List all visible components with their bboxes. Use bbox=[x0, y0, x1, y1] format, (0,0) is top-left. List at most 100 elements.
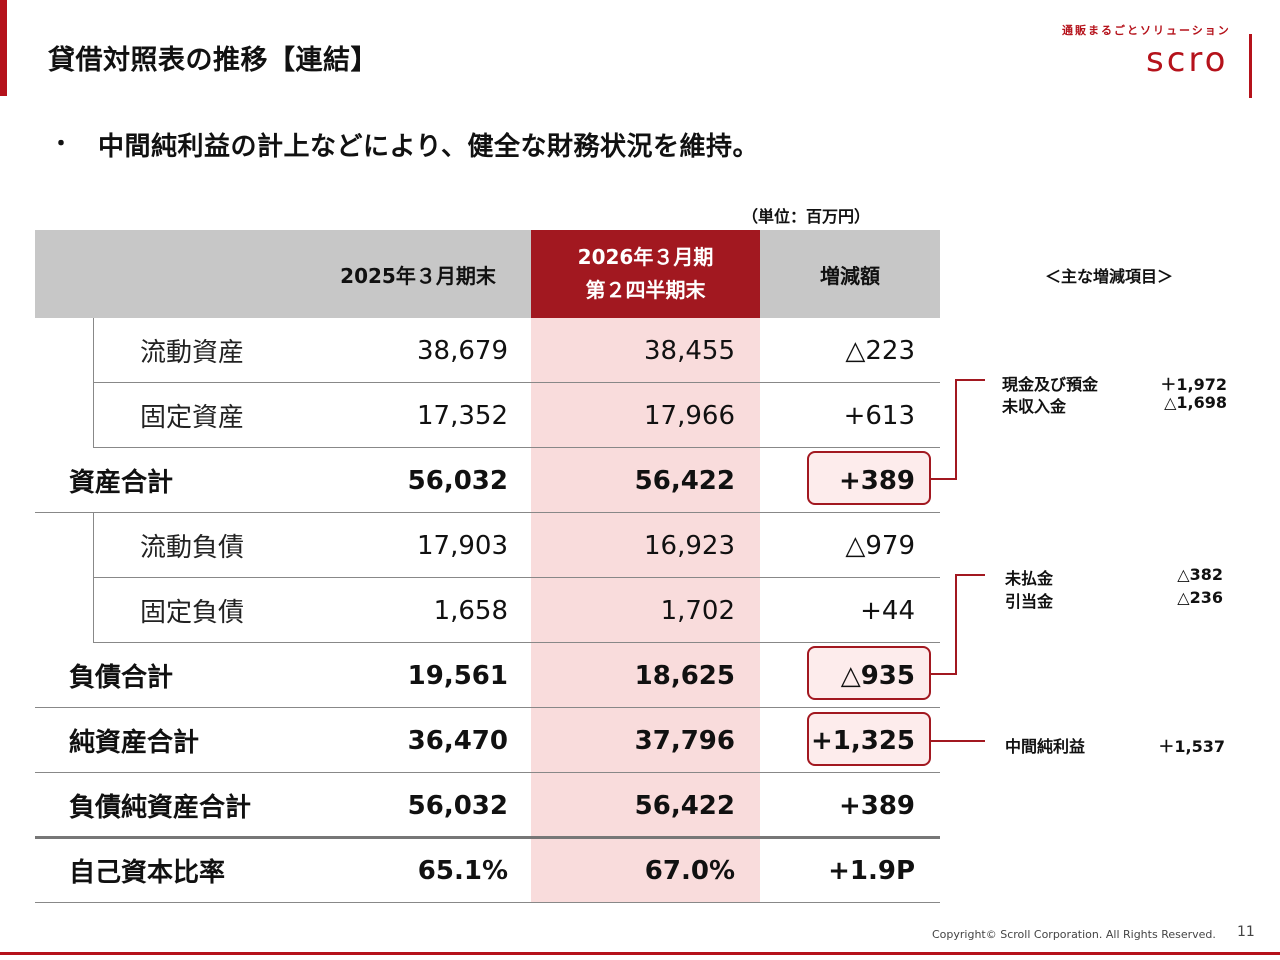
table-bottom-line bbox=[35, 902, 940, 903]
note-item-label: 未払金 bbox=[1005, 569, 1054, 588]
table-row-total-liabilities: 負債合計 19,561 18,625 △935 bbox=[35, 643, 940, 708]
copyright: Copyright© Scroll Corporation. All Right… bbox=[932, 928, 1216, 941]
row-label: 流動資産 bbox=[140, 338, 245, 368]
row-divider bbox=[93, 642, 940, 643]
header-change: 増減額 bbox=[760, 230, 940, 318]
row-change-value: +1,325 bbox=[810, 725, 915, 756]
row-change-value: △935 bbox=[840, 660, 915, 691]
header-prior-label: 2025年３月期末 bbox=[340, 263, 496, 288]
row-prior-value: 17,352 bbox=[417, 400, 508, 431]
header-change-label: 増減額 bbox=[820, 263, 880, 288]
row-divider bbox=[93, 577, 940, 578]
logo-tagline: 通販まるごとソリューション bbox=[1062, 24, 1231, 37]
note-item: 中間純利益 ＋1,537 bbox=[1005, 733, 1225, 756]
table-row: 流動資産 38,679 38,455 △223 bbox=[35, 318, 940, 383]
note-item-value: △382 bbox=[1177, 565, 1223, 584]
note-item: 現金及び預金 ＋1,972 bbox=[1002, 371, 1227, 394]
bullet-mark: ・ bbox=[50, 132, 73, 157]
note-item-value: ＋1,972 bbox=[1160, 375, 1227, 394]
connector-liabilities bbox=[930, 673, 957, 675]
note-item-label: 現金及び預金 bbox=[1002, 375, 1099, 394]
row-label: 純資産合計 bbox=[69, 728, 200, 758]
header-current-line2: 第２四半期末 bbox=[585, 278, 706, 302]
row-change-value: +44 bbox=[860, 595, 915, 626]
note-item-label: 未収入金 bbox=[1002, 397, 1067, 416]
row-prior-value: 19,561 bbox=[407, 660, 508, 691]
row-prior-value: 56,032 bbox=[407, 465, 508, 496]
row-current-value: 17,966 bbox=[644, 400, 735, 431]
row-change-value: +613 bbox=[843, 400, 915, 431]
note-item-value: △1,698 bbox=[1164, 393, 1227, 412]
current-period-header-bg bbox=[531, 230, 760, 318]
row-divider bbox=[35, 512, 940, 513]
note-item-value: △236 bbox=[1177, 588, 1223, 607]
logo: scro bbox=[1146, 40, 1229, 80]
row-current-value: 56,422 bbox=[634, 790, 735, 821]
row-divider bbox=[93, 382, 940, 383]
row-change-value: △223 bbox=[845, 335, 915, 366]
row-label: 資産合計 bbox=[69, 468, 174, 498]
row-prior-value: 38,679 bbox=[417, 335, 508, 366]
row-label: 負債純資産合計 bbox=[69, 793, 252, 823]
table-row: 固定負債 1,658 1,702 +44 bbox=[35, 578, 940, 643]
row-current-value: 56,422 bbox=[634, 465, 735, 496]
row-label: 流動負債 bbox=[140, 533, 245, 563]
row-current-value: 18,625 bbox=[634, 660, 735, 691]
note-item: 未払金 △382 bbox=[1005, 565, 1223, 588]
page-number: 11 bbox=[1237, 924, 1255, 940]
connector-liabilities bbox=[955, 574, 957, 675]
note-item-label: 中間純利益 bbox=[1005, 737, 1086, 756]
header-current-period: 2026年３月期 第２四半期末 bbox=[531, 230, 760, 318]
row-divider bbox=[35, 707, 940, 708]
table-row: 流動負債 17,903 16,923 △979 bbox=[35, 513, 940, 578]
table-row-equity-ratio: 自己資本比率 65.1% 67.0% +1.9P bbox=[35, 838, 940, 903]
row-prior-value: 65.1% bbox=[417, 855, 508, 886]
page-title: 貸借対照表の推移【連結】 bbox=[48, 45, 378, 76]
row-current-value: 16,923 bbox=[644, 530, 735, 561]
current-period-column-bg bbox=[531, 318, 760, 903]
row-prior-value: 1,658 bbox=[433, 595, 508, 626]
connector-assets bbox=[955, 379, 957, 480]
row-change-value: +1.9P bbox=[828, 855, 915, 886]
footer-bar bbox=[0, 952, 1280, 955]
table-row-net-assets: 純資産合計 36,470 37,796 +1,325 bbox=[35, 708, 940, 773]
row-prior-value: 17,903 bbox=[417, 530, 508, 561]
row-divider bbox=[35, 772, 940, 773]
row-current-value: 38,455 bbox=[644, 335, 735, 366]
row-change-value: +389 bbox=[838, 790, 915, 821]
note-item-label: 引当金 bbox=[1005, 592, 1054, 611]
row-label: 固定負債 bbox=[140, 598, 245, 628]
connector-assets bbox=[955, 379, 985, 381]
row-prior-value: 56,032 bbox=[407, 790, 508, 821]
note-item: 引当金 △236 bbox=[1005, 588, 1223, 611]
connector-assets bbox=[930, 478, 957, 480]
connector-net-assets bbox=[930, 740, 985, 742]
row-current-value: 67.0% bbox=[644, 855, 735, 886]
row-divider bbox=[93, 447, 940, 448]
highlight-box-assets bbox=[807, 451, 931, 505]
connector-liabilities bbox=[955, 574, 985, 576]
table-header bbox=[35, 230, 940, 318]
row-prior-value: 36,470 bbox=[407, 725, 508, 756]
row-change-value: △979 bbox=[845, 530, 915, 561]
logo-l-mark bbox=[1249, 34, 1252, 98]
row-label: 負債合計 bbox=[69, 663, 174, 693]
unit-label: （単位：百万円） bbox=[742, 207, 871, 226]
note-item: 未収入金 △1,698 bbox=[1002, 393, 1227, 416]
notes-heading: ＜主な増減項目＞ bbox=[1045, 267, 1174, 286]
row-current-value: 1,702 bbox=[660, 595, 735, 626]
bullet-text: 中間純利益の計上などにより、健全な財務状況を維持。 bbox=[98, 132, 759, 162]
row-divider-thick bbox=[35, 836, 940, 839]
table-row-total-liabilities-net-assets: 負債純資産合計 56,032 56,422 +389 bbox=[35, 773, 940, 838]
header-prior-period: 2025年３月期末 bbox=[305, 230, 531, 318]
row-change-value: +389 bbox=[838, 465, 915, 496]
header-current-line1: 2026年３月期 bbox=[577, 245, 714, 269]
row-label: 固定資産 bbox=[140, 403, 245, 433]
highlight-box-net-assets bbox=[807, 712, 931, 766]
table-row: 固定資産 17,352 17,966 +613 bbox=[35, 383, 940, 448]
note-item-value: ＋1,537 bbox=[1158, 737, 1225, 756]
table-row-total-assets: 資産合計 56,032 56,422 +389 bbox=[35, 448, 940, 513]
accent-bar bbox=[0, 0, 7, 96]
row-current-value: 37,796 bbox=[634, 725, 735, 756]
row-label: 自己資本比率 bbox=[69, 858, 226, 888]
